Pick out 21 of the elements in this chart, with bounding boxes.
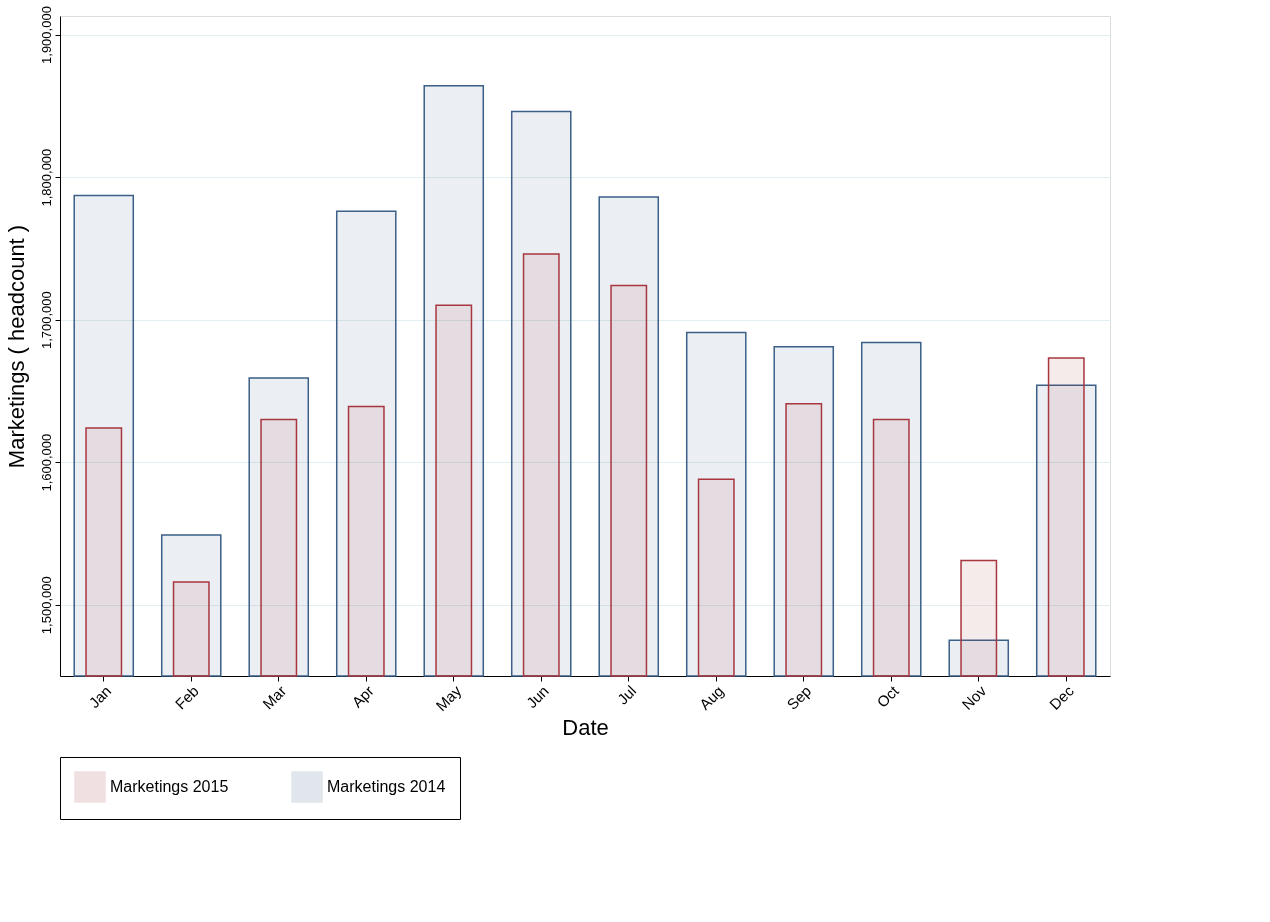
x-axis-title: Date: [562, 715, 609, 741]
x-tick-label: Jun: [522, 682, 552, 712]
legend-label: Marketings 2014: [327, 778, 446, 795]
y-axis-title: Marketings ( headcount ): [3, 224, 29, 469]
x-tick-label: Feb: [171, 682, 202, 713]
y-tick-label: 1,700,000: [38, 291, 54, 350]
y-tick-label: 1,600,000: [38, 433, 54, 492]
x-tick-label: Aug: [695, 682, 727, 713]
x-tick-label: Sep: [783, 682, 815, 713]
x-tick-label: Apr: [348, 682, 377, 711]
x-tick-label: Jul: [613, 682, 640, 708]
x-tick-label: Nov: [958, 681, 990, 713]
x-tick-label: May: [432, 681, 465, 715]
legend-label: Marketings 2015: [110, 778, 229, 795]
x-tick-label: Mar: [259, 682, 290, 713]
x-tick-label: Oct: [873, 681, 903, 711]
y-tick-label: 1,800,000: [38, 148, 54, 207]
y-tick-label: 1,900,000: [38, 6, 54, 64]
x-tick-label: Dec: [1045, 681, 1078, 713]
x-tick-label: Jan: [85, 682, 115, 712]
y-tick-label: 1,500,000: [38, 576, 54, 635]
